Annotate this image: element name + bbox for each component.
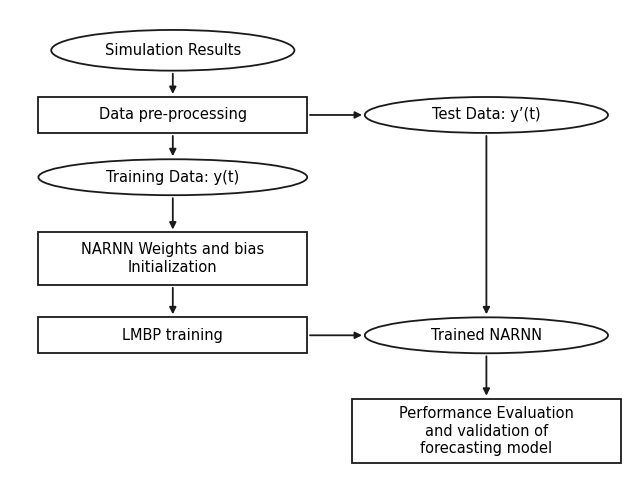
Ellipse shape [365, 318, 608, 354]
Ellipse shape [365, 97, 608, 133]
Ellipse shape [51, 30, 294, 71]
Text: NARNN Weights and bias
Initialization: NARNN Weights and bias Initialization [81, 242, 264, 275]
Ellipse shape [38, 160, 307, 195]
Text: LMBP training: LMBP training [122, 328, 223, 343]
FancyBboxPatch shape [352, 399, 621, 464]
FancyBboxPatch shape [38, 97, 307, 133]
FancyBboxPatch shape [38, 317, 307, 354]
Text: Performance Evaluation
and validation of
forecasting model: Performance Evaluation and validation of… [399, 406, 574, 456]
Text: Test Data: y’(t): Test Data: y’(t) [432, 107, 541, 123]
Text: Training Data: y(t): Training Data: y(t) [106, 170, 239, 185]
Text: Simulation Results: Simulation Results [105, 43, 241, 58]
FancyBboxPatch shape [38, 232, 307, 285]
Text: Trained NARNN: Trained NARNN [431, 328, 542, 343]
Text: Data pre-processing: Data pre-processing [99, 107, 247, 123]
